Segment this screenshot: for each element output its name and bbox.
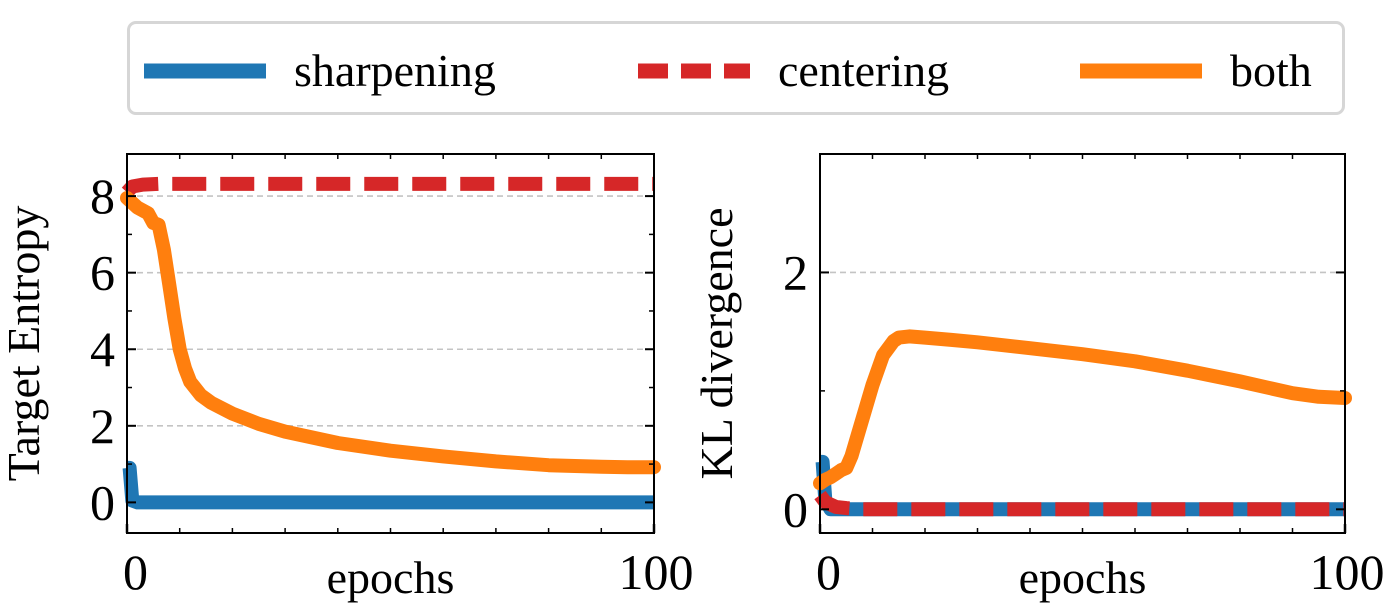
x-axis-label: epochs xyxy=(327,552,455,603)
series-line-sharpening xyxy=(122,460,654,510)
axes-frame xyxy=(126,153,655,534)
legend-swatch-both xyxy=(1080,63,1202,79)
x-axis-label: epochs xyxy=(1019,552,1147,603)
legend: sharpening centering both xyxy=(127,21,1345,115)
legend-label-sharpening: sharpening xyxy=(294,45,496,96)
legend-label-centering: centering xyxy=(778,45,950,96)
y-tick-label-3: 6 xyxy=(90,245,115,301)
legend-item-both: both xyxy=(1080,24,1312,118)
y-tick-label-2: 4 xyxy=(90,321,115,377)
y-tick-label-1: 2 xyxy=(90,398,115,454)
y-axis-label: KL divergence xyxy=(691,207,742,479)
y-tick-label-1: 2 xyxy=(783,244,808,300)
legend-swatch-centering xyxy=(638,63,750,79)
legend-item-centering: centering xyxy=(638,24,949,118)
series-line-centering xyxy=(814,490,1345,517)
series-line-both xyxy=(120,191,661,475)
x-tick-label-0: 0 xyxy=(816,544,841,600)
legend-item-sharpening: sharpening xyxy=(144,24,496,118)
x-tick-label-1: 100 xyxy=(1310,544,1385,600)
x-tick-label-1: 100 xyxy=(619,544,694,600)
y-tick-label-0: 0 xyxy=(90,474,115,530)
y-axis-label: Target Entropy xyxy=(0,206,49,482)
y-tick-label-0: 0 xyxy=(783,481,808,537)
legend-label-both: both xyxy=(1230,45,1312,96)
series-line-both xyxy=(813,329,1352,491)
chart-panel-2: 0 2 0 100 epochs KL divergence xyxy=(691,153,1385,603)
x-tick-label-0: 0 xyxy=(123,544,148,600)
y-tick-label-4: 8 xyxy=(90,168,115,224)
series-line-centering xyxy=(121,176,654,198)
legend-swatch-sharpening xyxy=(144,63,266,79)
series-line-sharpening xyxy=(815,454,1345,517)
chart-panel-1: 0 2 4 6 8 0 100 epochs Target Entropy xyxy=(0,153,694,603)
